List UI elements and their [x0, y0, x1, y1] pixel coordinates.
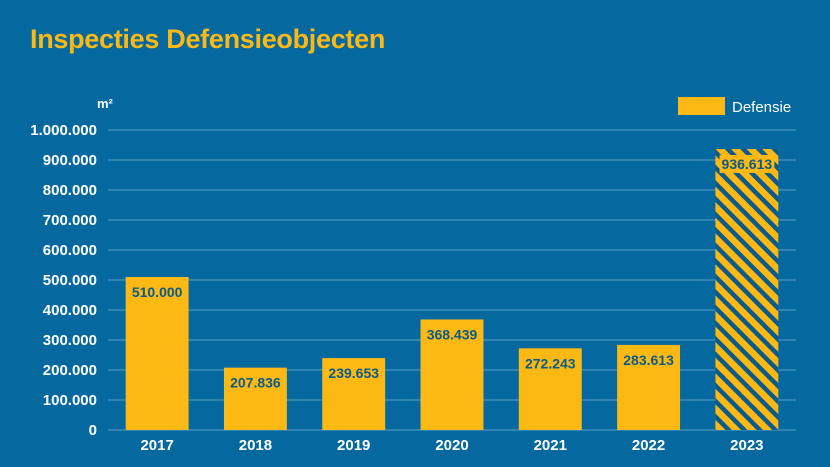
legend: Defensie — [678, 97, 791, 116]
y-tick-label: 400.000 — [43, 302, 97, 319]
bar-2021 — [518, 348, 582, 430]
bar-2020 — [420, 319, 484, 430]
y-axis-unit-label: m² — [97, 96, 114, 111]
y-axis-ticks: 0 100.000 200.000 300.000 400.000 500.000 600.… — [30, 122, 97, 439]
bar-2017 — [125, 277, 189, 430]
data-label-2018: 207.836 — [230, 375, 281, 391]
legend-swatch — [678, 97, 725, 115]
bar-2019 — [322, 358, 386, 430]
x-tick-label-2017: 2017 — [140, 437, 173, 454]
data-label-2019: 239.653 — [328, 365, 379, 381]
bar-2023 — [715, 149, 779, 430]
y-tick-label: 900.000 — [43, 152, 97, 169]
data-label-backdrop — [719, 155, 775, 174]
x-axis-ticks: 2017 2018 2019 2020 2021 2022 2023 — [140, 437, 763, 454]
y-tick-label: 800.000 — [43, 182, 97, 199]
bar-2022 — [617, 344, 681, 430]
y-tick-label: 500.000 — [43, 272, 97, 289]
data-label-2020: 368.439 — [427, 326, 478, 342]
y-tick-label: 600.000 — [43, 242, 97, 259]
x-tick-label-2019: 2019 — [337, 437, 370, 454]
y-tick-label: 1.000.000 — [30, 122, 97, 139]
data-label-2023: 936.613 — [722, 156, 773, 172]
y-tick-label: 300.000 — [43, 332, 97, 349]
data-label-2017: 510.000 — [132, 284, 183, 300]
chart-title: Inspecties Defensieobjecten — [30, 24, 386, 54]
bar-2018 — [223, 367, 287, 430]
x-tick-label-2018: 2018 — [239, 437, 272, 454]
legend-label: Defensie — [732, 99, 791, 116]
data-label-2022: 283.613 — [623, 352, 674, 368]
x-tick-label-2021: 2021 — [534, 437, 567, 454]
data-label-2021: 272.243 — [525, 355, 576, 371]
data-labels: 510.000 207.836 239.653 368.439 272.243 283.6… — [132, 155, 775, 391]
bars — [125, 149, 779, 430]
y-tick-label: 200.000 — [43, 362, 97, 379]
y-tick-label: 0 — [89, 422, 97, 439]
y-tick-label: 700.000 — [43, 212, 97, 229]
x-tick-label-2022: 2022 — [632, 437, 665, 454]
x-tick-label-2023: 2023 — [730, 437, 763, 454]
x-tick-label-2020: 2020 — [435, 437, 468, 454]
y-tick-label: 100.000 — [43, 392, 97, 409]
